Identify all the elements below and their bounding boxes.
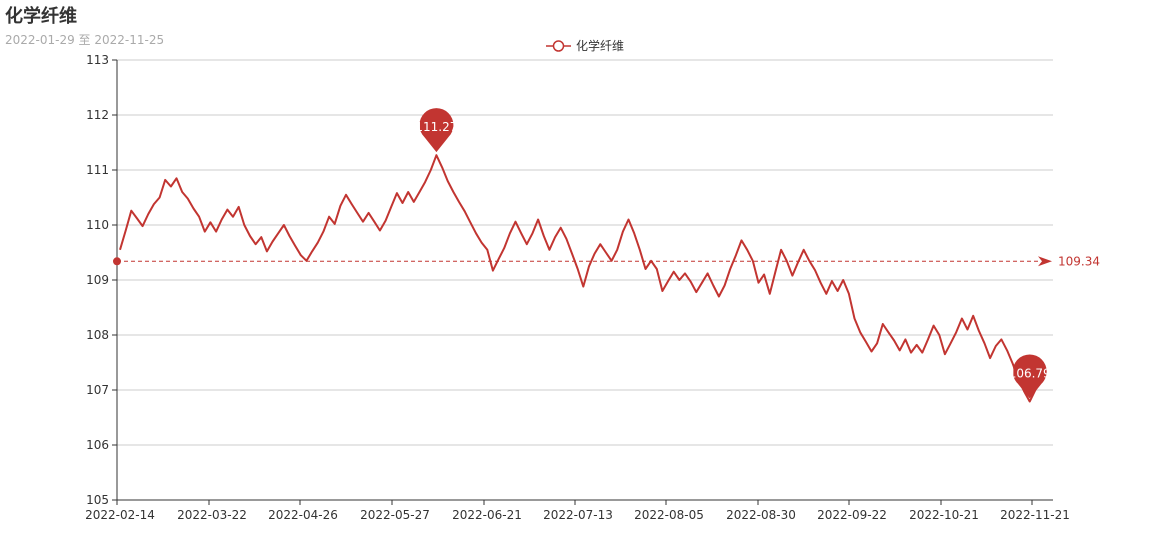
y-axis-ticks: 105 106 107 108 109 110 111 112 113 (86, 53, 109, 507)
y-tick-label: 113 (86, 53, 109, 67)
y-tick-label: 105 (86, 493, 109, 507)
x-tick-label: 2022-03-22 (177, 508, 247, 522)
mark-points: 111.27 106.79 (415, 108, 1051, 399)
min-pin: 106.79 (1009, 354, 1051, 399)
legend-label: 化学纤维 (576, 39, 625, 53)
axes (112, 59, 1053, 505)
y-tick-label: 111 (86, 163, 109, 177)
legend-item[interactable]: 化学纤维 (546, 37, 624, 54)
x-tick-label: 2022-06-21 (452, 508, 522, 522)
y-tick-label: 106 (86, 438, 109, 452)
x-tick-label: 2022-08-05 (634, 508, 704, 522)
x-tick-label: 2022-04-26 (268, 508, 338, 522)
x-tick-label: 2022-09-22 (817, 508, 887, 522)
y-tick-label: 112 (86, 108, 109, 122)
average-line-group: 109.34 (113, 254, 1100, 268)
max-pin: 111.27 (415, 108, 457, 153)
grid-lines (117, 59, 1053, 446)
average-line-arrow-icon (1038, 256, 1052, 267)
chart-subtitle: 2022-01-29 至 2022-11-25 (5, 33, 165, 47)
chart-title: 化学纤维 (5, 6, 77, 27)
x-tick-label: 2022-10-21 (909, 508, 979, 522)
pin-label: 111.27 (415, 120, 457, 134)
pin-icon (1012, 354, 1047, 399)
y-tick-label: 107 (86, 383, 109, 397)
pin-icon (419, 108, 454, 153)
series-line (119, 154, 1042, 403)
x-tick-label: 2022-02-14 (85, 508, 155, 522)
x-tick-label: 2022-11-21 (1000, 508, 1070, 522)
pin-label: 106.79 (1009, 367, 1051, 381)
x-tick-label: 2022-08-30 (726, 508, 796, 522)
x-tick-label: 2022-07-13 (543, 508, 613, 522)
y-tick-label: 108 (86, 328, 109, 342)
average-line-label: 109.34 (1058, 254, 1100, 268)
y-tick-label: 109 (86, 273, 109, 287)
legend-line-circle-icon (546, 39, 571, 52)
y-tick-label: 110 (86, 218, 109, 232)
x-axis-ticks: 2022-02-14 2022-03-22 2022-04-26 2022-05-27… (85, 508, 1070, 522)
series-group (119, 154, 1042, 403)
x-tick-label: 2022-05-27 (360, 508, 430, 522)
